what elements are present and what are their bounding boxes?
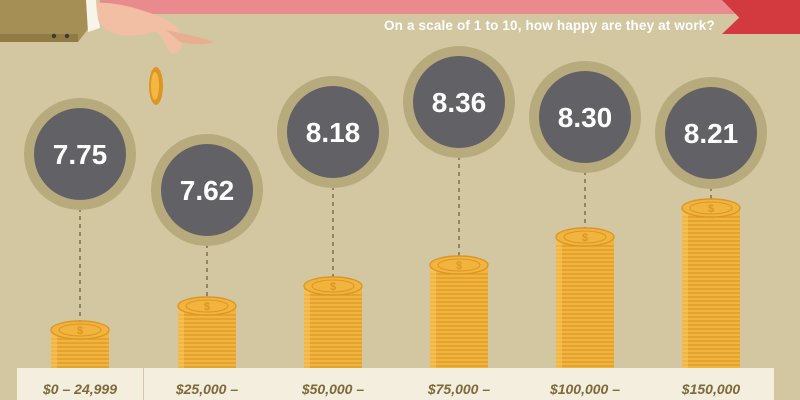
- category-label: $25,000 –: [175, 381, 238, 397]
- coin-stack-highlight: [51, 330, 57, 372]
- coin-stack: $: [555, 227, 615, 372]
- coin-top-ring: [58, 323, 102, 337]
- header-banner: On a scale of 1 to 10, how happy are the…: [0, 0, 800, 42]
- value-bubble: [413, 56, 505, 148]
- coin-top-ring: [563, 230, 607, 244]
- value-label: 8.21: [684, 118, 739, 149]
- coin-stack-group: $8.30 $100,000 –: [522, 61, 648, 400]
- coin-stack-group: $8.21 $150,000: [648, 77, 774, 400]
- coin-stack-group: $7.62 $25,000 –: [144, 134, 270, 400]
- coin-stack-highlight: [682, 208, 688, 372]
- category-label-box: [270, 368, 396, 400]
- value-label: 7.75: [53, 139, 108, 170]
- category-label-box: [17, 368, 143, 400]
- value-bubble: [34, 108, 126, 200]
- coin-stack-group: $8.18 $50,000 –: [270, 76, 396, 400]
- coin-top-ring: [437, 258, 481, 272]
- category-label: $75,000 –: [427, 381, 490, 397]
- coin-stack: $: [303, 276, 363, 372]
- category-label-box: [522, 368, 648, 400]
- dollar-sign-icon: $: [582, 232, 588, 244]
- coin-stack-highlight: [304, 286, 310, 372]
- category-label: $0 – 24,999: [42, 381, 117, 397]
- category-label: $150,000: [681, 381, 741, 397]
- value-label: 7.62: [180, 175, 235, 206]
- coin-stack: $: [177, 296, 237, 372]
- category-label-box: [648, 368, 774, 400]
- dollar-sign-icon: $: [204, 301, 210, 313]
- dollar-sign-icon: $: [330, 281, 336, 293]
- value-label: 8.18: [306, 117, 361, 148]
- value-label: 8.30: [558, 102, 613, 133]
- hand-dropping-coin-illustration: [0, 0, 214, 105]
- coin-stack-body: [304, 286, 362, 372]
- dollar-sign-icon: $: [708, 203, 714, 215]
- coin-stack-group: $8.36 $75,000 –: [396, 46, 522, 400]
- coin-stack-highlight: [556, 237, 562, 372]
- chart-subtitle: On a scale of 1 to 10, how happy are the…: [384, 18, 715, 33]
- value-bubble: [539, 71, 631, 163]
- category-label-box: [396, 368, 522, 400]
- coin-stack: $: [429, 255, 489, 372]
- coin-stack-highlight: [430, 265, 436, 372]
- coin-stack-group: $7.75 $0 – 24,999: [17, 98, 143, 400]
- category-label: $50,000 –: [301, 381, 364, 397]
- coin-top-ring: [185, 299, 229, 313]
- dollar-sign-icon: $: [456, 260, 462, 272]
- coin-top-ring: [689, 201, 733, 215]
- category-label-box: [144, 368, 270, 400]
- coin-top-ring: [311, 279, 355, 293]
- coin-stack: $: [681, 198, 741, 372]
- banner-strip: [100, 0, 765, 14]
- coin-stack-body: [556, 237, 614, 372]
- category-label: $100,000 –: [549, 381, 620, 397]
- value-bubble: [665, 87, 757, 179]
- coin-stack: $: [50, 320, 110, 372]
- value-bubble: [287, 86, 379, 178]
- coin-stack-highlight: [178, 306, 184, 372]
- value-bubble: [161, 144, 253, 236]
- dollar-sign-icon: $: [77, 325, 83, 337]
- value-label: 8.36: [432, 87, 487, 118]
